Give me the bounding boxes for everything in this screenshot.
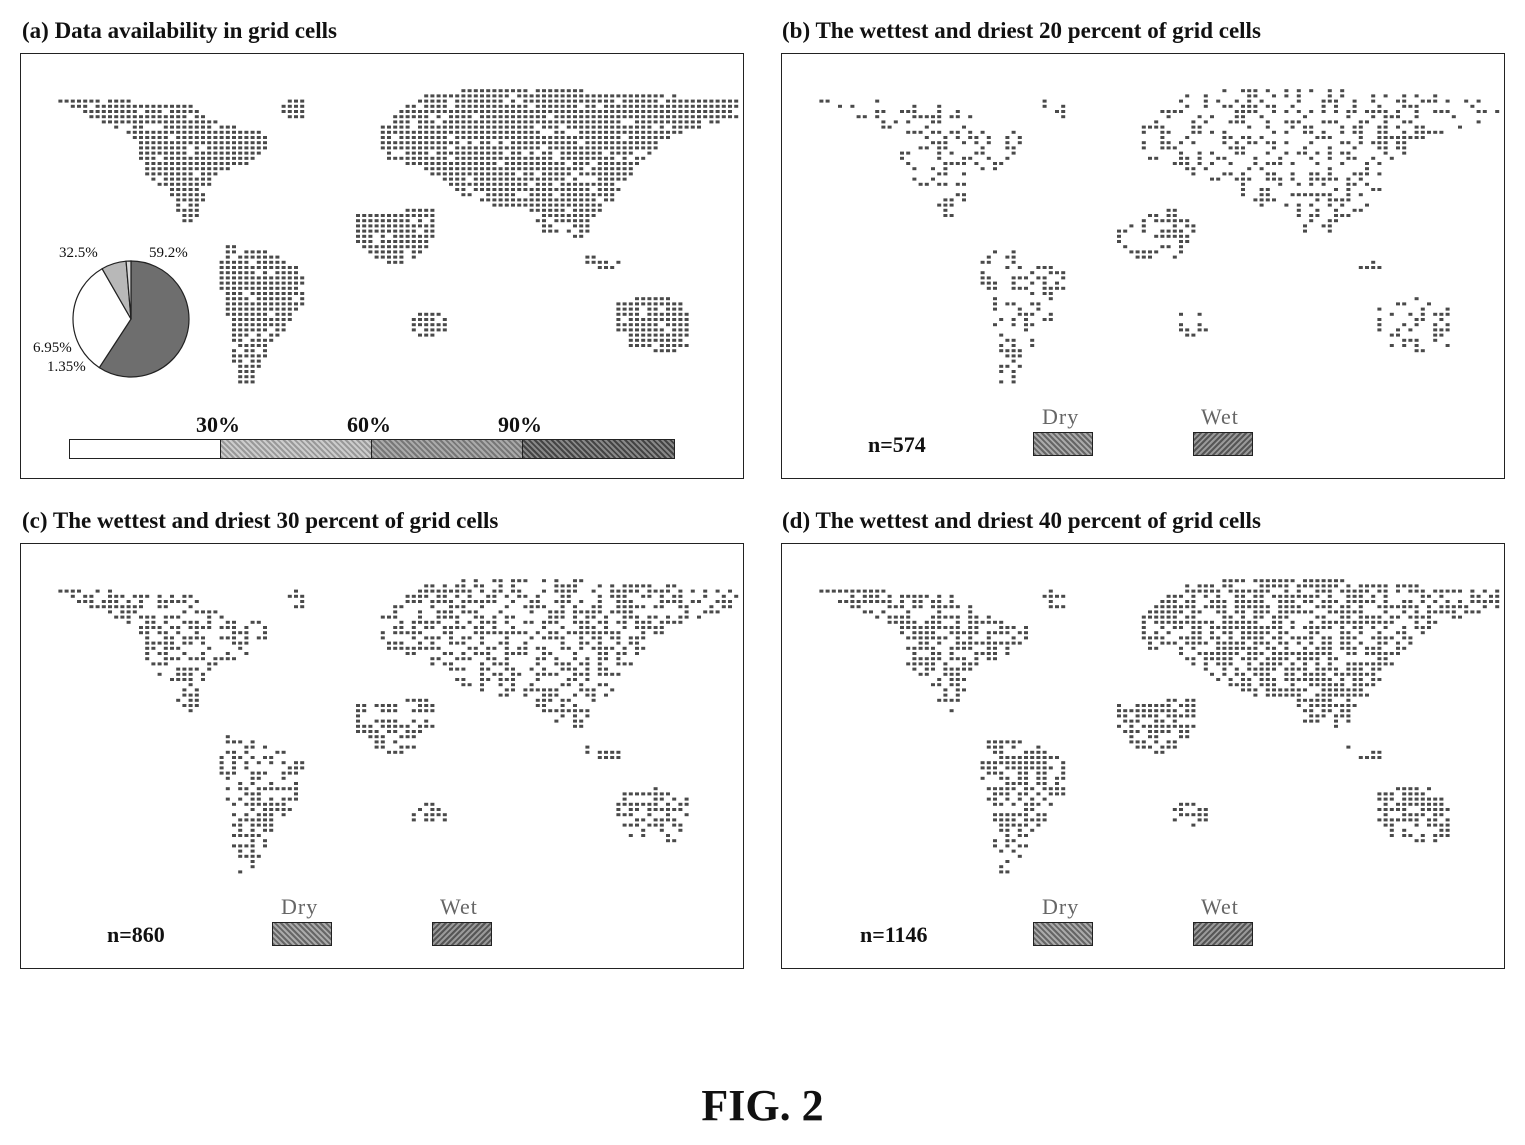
pie-label-6-95: 6.95%: [33, 340, 72, 356]
pie-slice-0: [98, 260, 190, 378]
sample-count: n=574: [868, 432, 926, 457]
scale-segment-0: [69, 439, 221, 459]
legend-wet-label: Wet: [440, 894, 478, 919]
sample-count: n=1146: [860, 922, 928, 947]
panel-c-frame: n=860 Dry Wet: [20, 543, 744, 969]
availability-pie-chart: [72, 260, 190, 378]
figure-label: FIG. 2: [701, 1081, 824, 1130]
legend-wet-label: Wet: [1201, 894, 1239, 919]
legend-wet-swatch: [1193, 922, 1253, 946]
scale-label-30: 30%: [196, 412, 240, 437]
panel-d-title: (d) The wettest and driest 40 percent of…: [782, 508, 1261, 533]
panel-a-frame: 32.5% 59.2% 6.95% 1.35% 30% 60% 90%: [20, 53, 744, 479]
legend-dry-label: Dry: [1042, 894, 1080, 919]
scale-label-60: 60%: [347, 412, 391, 437]
panel-c-title: (c) The wettest and driest 30 percent of…: [22, 508, 499, 533]
scale-segment-30: [220, 439, 372, 459]
scale-segment-60: [371, 439, 523, 459]
sample-count: n=860: [107, 922, 165, 947]
legend-wet-label: Wet: [1201, 404, 1239, 429]
scale-segment-90: [522, 439, 675, 459]
legend-wet-swatch: [1193, 432, 1253, 456]
pie-label-59-2: 59.2%: [149, 245, 188, 261]
panel-d-frame: n=1146 Dry Wet: [781, 543, 1505, 969]
pie-slice-3: [125, 260, 132, 320]
pie-slice-1: [72, 267, 132, 369]
legend-dry-label: Dry: [1042, 404, 1080, 429]
scale-label-90: 90%: [498, 412, 542, 437]
legend-dry-label: Dry: [281, 894, 319, 919]
legend-dry-swatch: [1033, 432, 1093, 456]
pie-label-1-35: 1.35%: [47, 359, 86, 375]
panel-b-frame: n=574 Dry Wet: [781, 53, 1505, 479]
legend-dry-swatch: [272, 922, 332, 946]
world-grid-map: [819, 89, 1500, 384]
legend-dry-swatch: [1033, 922, 1093, 946]
panel-a-title: (a) Data availability in grid cells: [22, 18, 337, 43]
world-grid-map: [58, 89, 739, 384]
legend-wet-swatch: [432, 922, 492, 946]
world-grid-map: [58, 579, 739, 874]
panel-b-title: (b) The wettest and driest 20 percent of…: [782, 18, 1261, 43]
world-grid-map: [819, 579, 1500, 874]
pie-label-32-5: 32.5%: [59, 245, 98, 261]
